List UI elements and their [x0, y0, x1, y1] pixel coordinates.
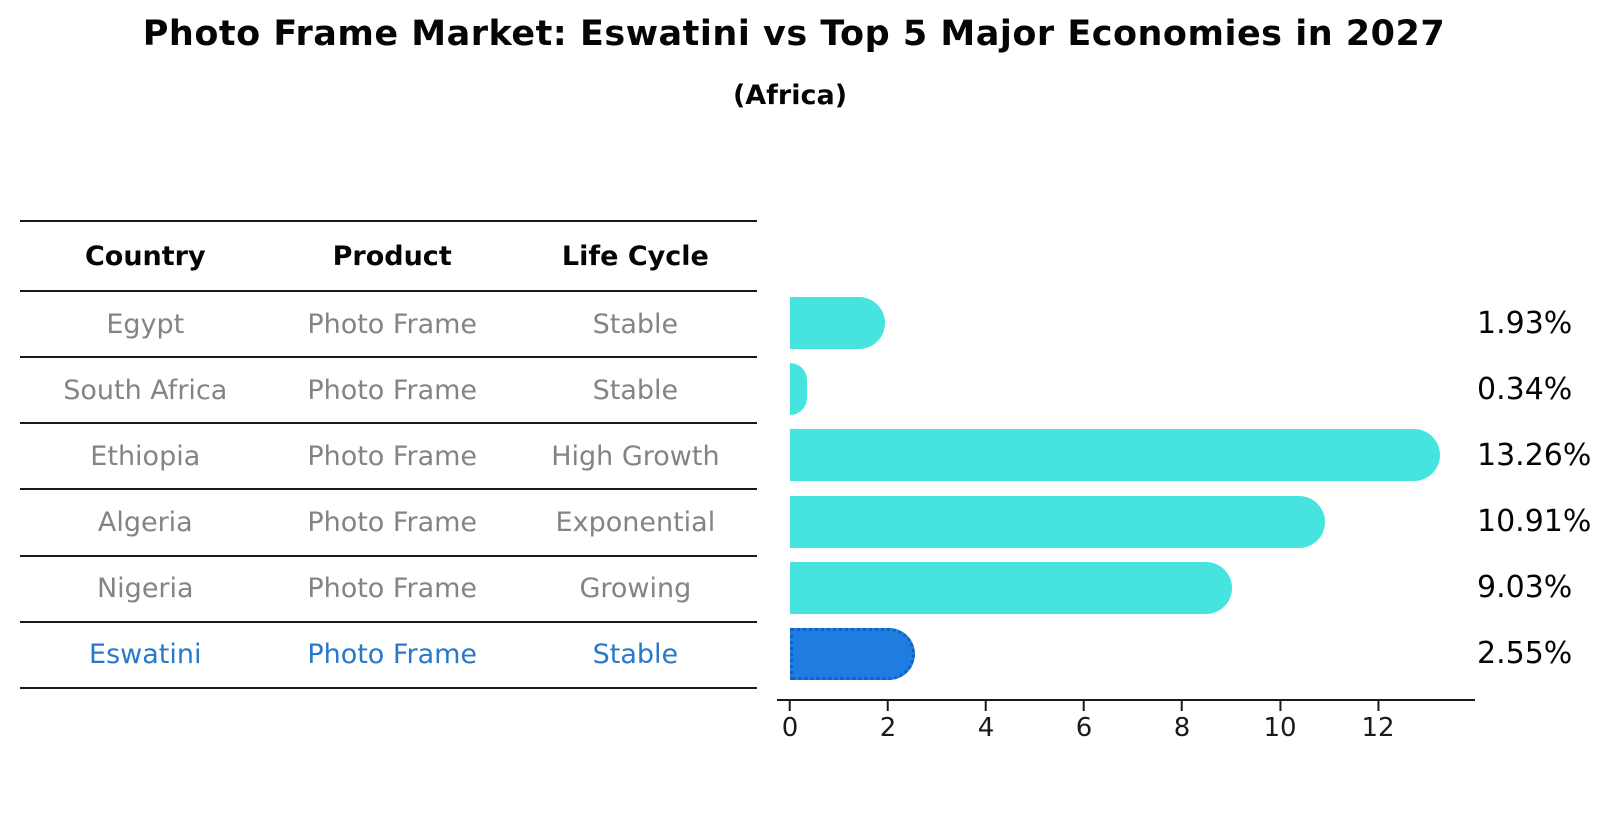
cell-life-cycle: Growing	[579, 573, 692, 605]
bar-south-africa	[790, 363, 807, 416]
x-tick-0: 0	[781, 701, 799, 743]
bar-egypt	[790, 297, 885, 350]
chart-title: Photo Frame Market: Eswatini vs Top 5 Ma…	[142, 14, 1446, 54]
value-label-algeria: 10.91%	[1477, 504, 1592, 540]
value-label-ethiopia: 13.26%	[1477, 437, 1592, 473]
bar-row-algeria	[790, 488, 1476, 554]
tick-label: 10	[1263, 713, 1297, 743]
tick-label: 0	[781, 713, 799, 743]
value-label-eswatini: 2.55%	[1477, 636, 1573, 672]
cell-country: Ethiopia	[90, 440, 201, 472]
cell-country: South Africa	[63, 374, 228, 406]
x-axis-line	[777, 699, 1475, 701]
cell-life-cycle: Exponential	[555, 507, 716, 539]
cell-product: Photo Frame	[307, 308, 478, 340]
x-tick-10: 10	[1263, 701, 1297, 743]
x-tick-2: 2	[879, 701, 897, 743]
table-row-eswatini: Eswatini Photo Frame Stable	[20, 623, 757, 689]
x-tick-8: 8	[1173, 701, 1191, 743]
tick-mark	[1180, 701, 1183, 711]
cell-product: Photo Frame	[307, 639, 478, 671]
tick-mark	[984, 701, 987, 711]
tick-label: 12	[1361, 713, 1395, 743]
x-tick-4: 4	[977, 701, 995, 743]
cell-country: Eswatini	[89, 639, 202, 671]
bar-row-eswatini	[790, 621, 1476, 687]
tick-mark	[1082, 701, 1085, 711]
cell-product: Photo Frame	[307, 507, 478, 539]
bar-algeria	[790, 495, 1325, 548]
cell-life-cycle: Stable	[592, 639, 679, 671]
cell-product: Photo Frame	[307, 573, 478, 605]
cell-country: Egypt	[106, 308, 185, 340]
tick-mark	[886, 701, 889, 711]
value-label-nigeria: 9.03%	[1477, 570, 1573, 606]
table-header-row: Country Product Life Cycle	[20, 222, 757, 292]
chart-subtitle: (Africa)	[732, 80, 848, 111]
value-label-egypt: 1.93%	[1477, 305, 1573, 341]
column-header-life-cycle: Life Cycle	[561, 240, 709, 272]
x-tick-12: 12	[1361, 701, 1395, 743]
cell-life-cycle: Stable	[592, 308, 679, 340]
cell-life-cycle: High Growth	[551, 440, 720, 472]
bar-row-south-africa	[790, 356, 1476, 422]
tick-label: 6	[1075, 713, 1093, 743]
bar-row-ethiopia	[790, 422, 1476, 488]
cell-life-cycle: Stable	[592, 374, 679, 406]
x-tick-6: 6	[1075, 701, 1093, 743]
tick-mark	[1377, 701, 1379, 711]
x-axis-ticks: 0 2 4 6 8 10 12	[782, 701, 1476, 747]
tick-label: 4	[977, 713, 995, 743]
column-header-country: Country	[84, 240, 206, 272]
cell-product: Photo Frame	[307, 374, 478, 406]
bar-eswatini-highlighted	[790, 627, 915, 680]
bar-nigeria	[790, 561, 1233, 614]
cell-country: Nigeria	[96, 573, 194, 605]
table-row-algeria: Algeria Photo Frame Exponential	[20, 490, 757, 557]
tick-label: 2	[879, 713, 897, 743]
cell-country: Algeria	[97, 507, 193, 539]
tick-mark	[788, 701, 791, 711]
column-header-product: Product	[332, 240, 452, 272]
bar-row-nigeria	[790, 555, 1476, 621]
table-row-nigeria: Nigeria Photo Frame Growing	[20, 557, 757, 623]
cell-product: Photo Frame	[307, 440, 478, 472]
table-row-south-africa: South Africa Photo Frame Stable	[20, 358, 757, 425]
bar-ethiopia	[790, 429, 1440, 482]
bar-row-egypt	[790, 290, 1476, 356]
table-row-ethiopia: Ethiopia Photo Frame High Growth	[20, 424, 757, 491]
tick-label: 8	[1173, 713, 1191, 743]
plot-area	[790, 290, 1476, 687]
tick-mark	[1279, 701, 1281, 711]
value-label-column: 1.93% 0.34% 13.26% 10.91% 9.03% 2.55%	[1477, 290, 1603, 687]
table-row-egypt: Egypt Photo Frame Stable	[20, 292, 757, 359]
value-label-south-africa: 0.34%	[1477, 371, 1573, 407]
country-table: Country Product Life Cycle Egypt Photo F…	[20, 220, 757, 689]
